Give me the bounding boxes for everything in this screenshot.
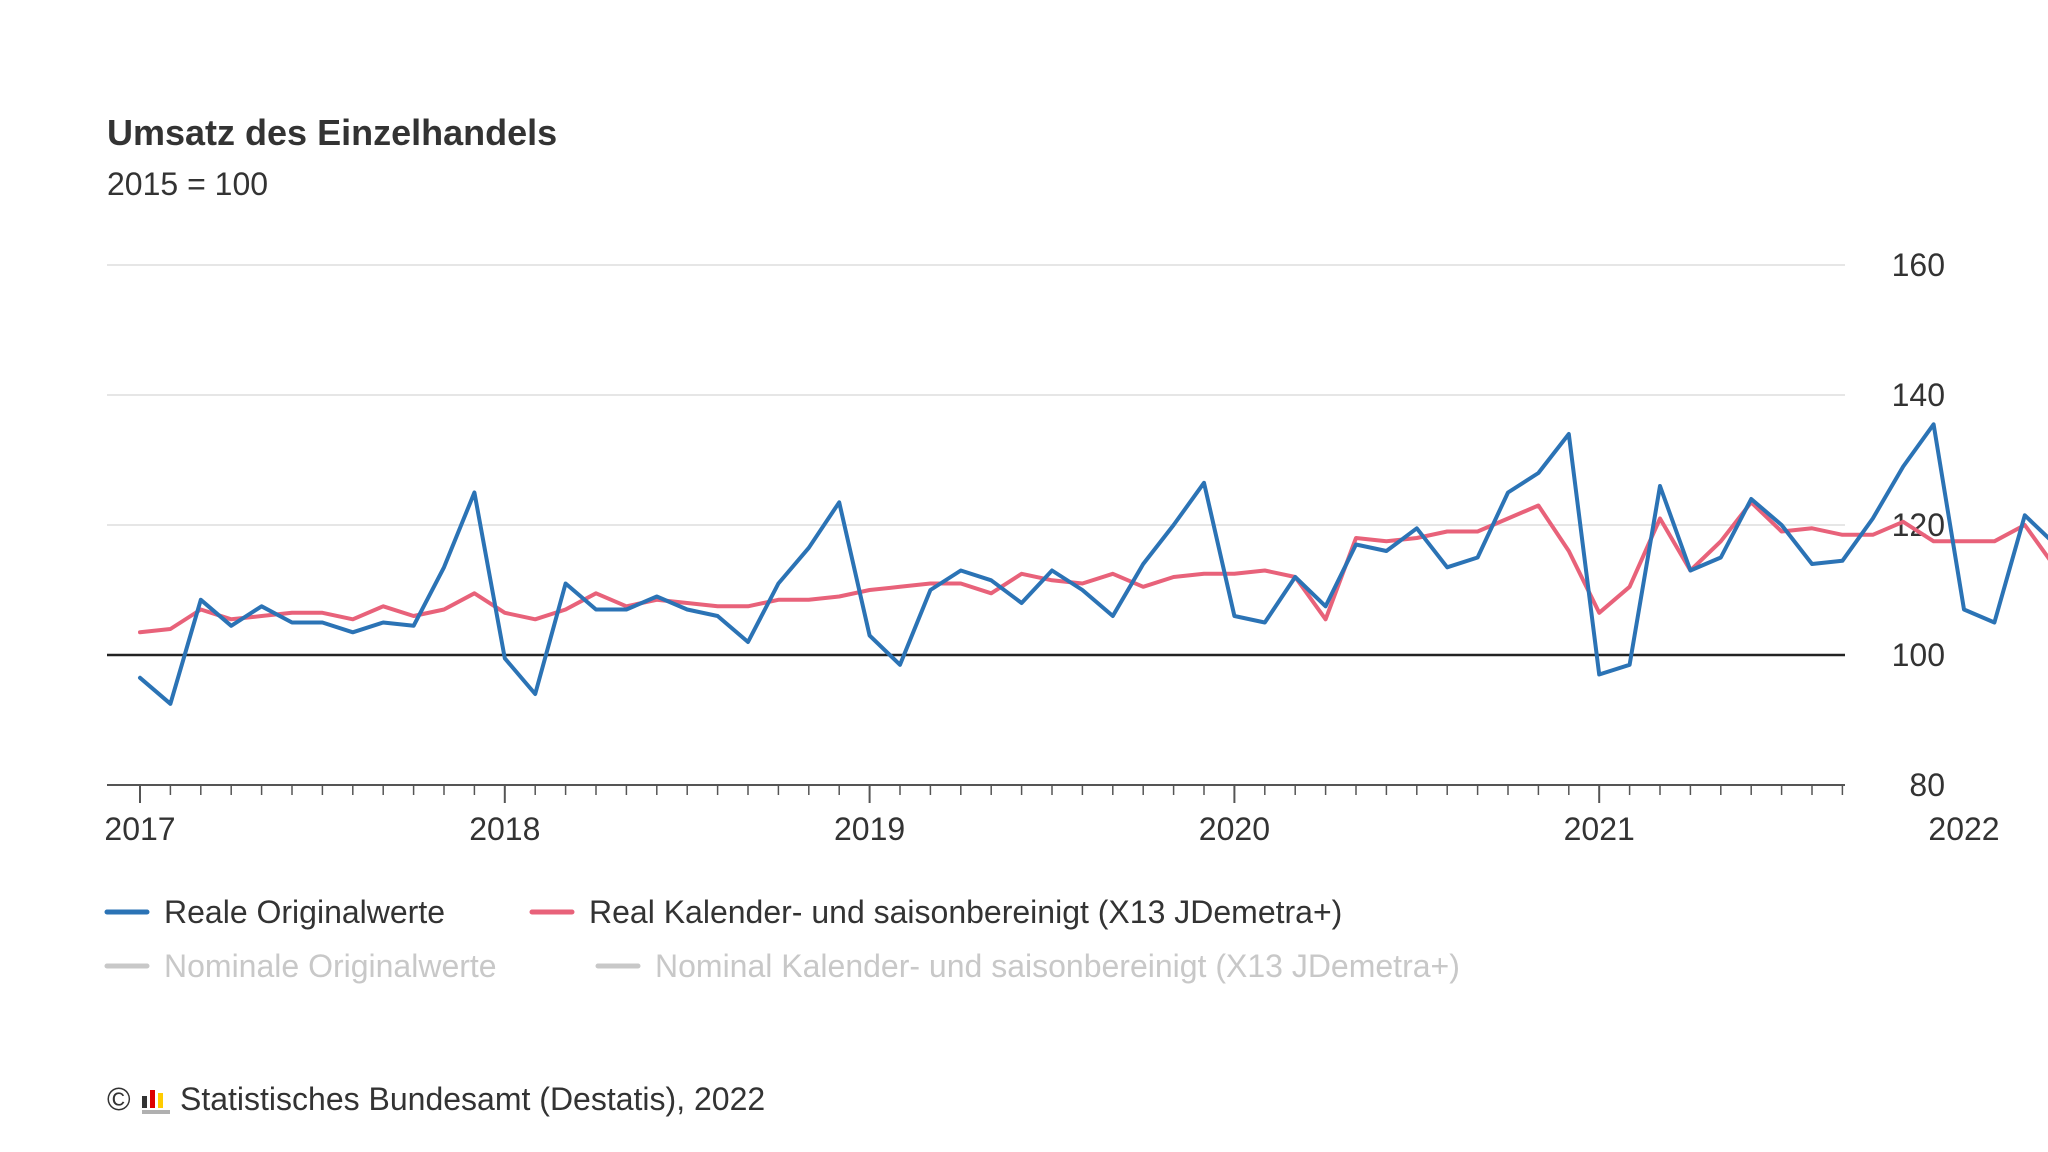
x-tick-label: 2021	[1564, 811, 1635, 847]
copyright-symbol: ©	[107, 1081, 131, 1117]
x-tick-label: 2017	[104, 811, 175, 847]
chart-subtitle: 2015 = 100	[107, 166, 268, 202]
legend-label: Reale Originalwerte	[164, 894, 445, 930]
y-tick-label: 160	[1892, 247, 1945, 283]
legend-item[interactable]: Nominal Kalender- und saisonbereinigt (X…	[595, 948, 1460, 984]
y-tick-label: 100	[1892, 637, 1945, 673]
destatis-logo-icon	[142, 1090, 170, 1114]
legend-item[interactable]: Nominale Originalwerte	[104, 948, 497, 984]
legend-label: Nominale Originalwerte	[164, 948, 497, 984]
footer-source: Statistisches Bundesamt (Destatis), 2022	[180, 1081, 765, 1117]
x-tick-label: 2019	[834, 811, 905, 847]
y-tick-label: 80	[1909, 767, 1945, 803]
series-line	[138, 500, 2048, 635]
grid	[107, 264, 1845, 786]
x-axis: 2017 2018 2019 2020 2021 2022	[104, 785, 2000, 847]
legend: Reale Originalwerte Real Kalender- und sa…	[104, 894, 1460, 984]
x-tick-label: 2022	[1928, 811, 1999, 847]
x-tick-label: 2020	[1199, 811, 1270, 847]
legend-item[interactable]: Reale Originalwerte	[104, 894, 445, 930]
legend-label: Nominal Kalender- und saisonbereinigt (X…	[655, 948, 1460, 984]
footer: © Statistisches Bundesamt (Destatis), 20…	[107, 1081, 765, 1117]
chart-title: Umsatz des Einzelhandels	[107, 112, 557, 153]
legend-label: Real Kalender- und saisonbereinigt (X13 …	[589, 894, 1342, 930]
series-line	[138, 422, 2048, 706]
x-tick-label: 2018	[469, 811, 540, 847]
series-lines	[138, 422, 2048, 706]
y-tick-label: 140	[1892, 377, 1945, 413]
legend-item[interactable]: Real Kalender- und saisonbereinigt (X13 …	[529, 894, 1342, 930]
